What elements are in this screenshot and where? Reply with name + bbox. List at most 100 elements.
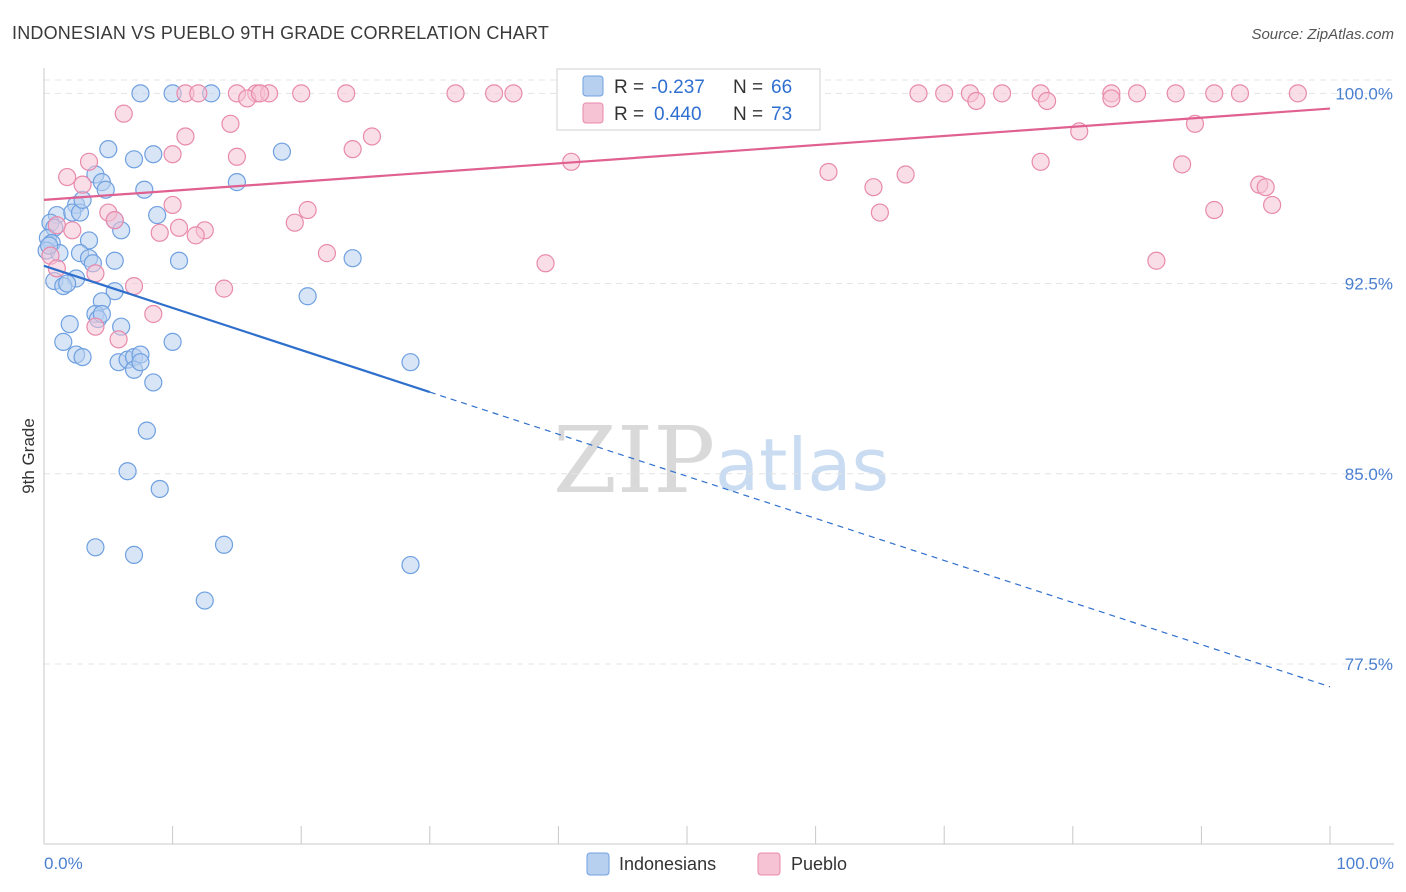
point-indonesians-6 [272,142,292,161]
chart-title: INDONESIAN VS PUEBLO 9TH GRADE CORRELATI… [12,23,549,43]
point-pueblo-29 [221,114,240,133]
point-pueblo-8 [485,84,504,103]
x-tick-label-min: 0.0% [44,854,83,873]
point-pueblo-33 [163,145,182,164]
point-pueblo-56 [47,216,66,235]
point-indonesians-60 [124,545,144,565]
point-indonesians-37 [298,287,317,306]
legend-swatch-pueblo [582,102,604,124]
point-pueblo-1 [189,84,208,103]
watermark-zip: ZIP [553,407,715,514]
point-indonesians-65 [73,190,92,209]
point-pueblo-45 [73,175,92,194]
chart-source: Source: ZipAtlas.com [1251,26,1394,43]
y-tick-label-1: 92.5% [1345,275,1393,294]
point-pueblo-69 [1147,251,1166,270]
point-pueblo-5 [292,84,311,103]
legend-n-label-pueblo: N = [733,104,763,125]
point-pueblo-32 [343,140,362,159]
legend-n-label-indonesians: N = [733,77,763,98]
point-pueblo-12 [909,84,928,103]
point-indonesians-57 [118,462,137,481]
point-pueblo-67 [124,276,144,296]
point-pueblo-65 [86,264,105,283]
point-indonesians-10 [135,180,154,199]
point-pueblo-40 [1173,155,1192,174]
bottom-legend-label-pueblo: Pueblo [791,854,847,874]
legend-r-value-indonesians: -0.237 [651,77,705,98]
point-indonesians-28 [105,251,124,270]
point-indonesians-29 [169,251,189,270]
legend-r-label-pueblo: R = [614,104,644,125]
point-indonesians-9 [96,180,115,199]
point-pueblo-53 [105,211,124,230]
x-tick-label-max: 100.0% [1336,854,1394,873]
point-pueblo-19 [1166,84,1185,103]
point-indonesians-54 [401,353,420,372]
point-indonesians-35 [58,274,77,293]
point-indonesians-11 [227,173,246,192]
bottom-legend-swatch-pueblo [757,852,781,876]
point-pueblo-47 [1256,178,1275,197]
point-pueblo-68 [144,304,163,324]
point-pueblo-18 [1127,84,1147,103]
trend-line-indonesians-extension [429,391,1331,688]
point-pueblo-42 [864,178,883,197]
point-pueblo-60 [150,223,169,242]
watermark: ZIP atlas [553,407,889,514]
point-indonesians-17 [148,205,167,225]
trend-line-indonesians [43,264,431,394]
point-pueblo-43 [896,165,915,184]
series-legend: Indonesians Pueblo [586,852,847,876]
point-indonesians-0 [131,84,150,103]
axes [43,68,1394,845]
point-pueblo-34 [227,147,246,166]
stats-legend: R = -0.237 N = 66 R = 0.440 N = 73 [556,68,821,131]
legend-n-value-indonesians: 66 [771,77,792,98]
y-tick-label-2: 85.0% [1345,465,1393,484]
point-pueblo-50 [298,200,317,220]
point-pueblo-26 [1037,91,1057,111]
point-indonesians-23 [79,231,99,250]
point-indonesians-5 [99,140,118,159]
y-axis-label: 9th Grade [19,418,38,494]
point-indonesians-53 [131,353,150,372]
point-pueblo-22 [1288,84,1307,103]
point-pueblo-7 [446,84,465,103]
point-indonesians-31 [343,249,362,268]
y-tick-label-0: 100.0% [1335,84,1393,103]
trend-lines [43,107,1331,688]
point-indonesians-55 [144,373,163,392]
legend-n-value-pueblo: 73 [771,104,792,125]
point-indonesians-62 [401,555,420,575]
point-pueblo-41 [819,162,838,182]
trend-line-pueblo [43,107,1331,201]
point-pueblo-25 [967,91,986,111]
point-pueblo-21 [1230,84,1250,103]
point-pueblo-71 [109,330,128,349]
point-pueblo-37 [79,152,99,171]
point-pueblo-9 [504,84,523,103]
y-axis-tick-labels: 100.0% 92.5% 85.0% 77.5% [1335,84,1393,674]
point-indonesians-4 [144,145,163,164]
point-pueblo-39 [1031,152,1050,171]
point-pueblo-13 [935,84,954,103]
point-pueblo-66 [214,279,234,298]
point-indonesians-3 [124,150,144,169]
point-pueblo-31 [362,127,382,146]
point-pueblo-72 [1205,200,1224,220]
point-pueblo-55 [63,221,82,240]
legend-swatch-indonesians [582,75,604,97]
point-pueblo-44 [58,167,77,187]
point-pueblo-6 [337,84,356,103]
point-pueblo-59 [186,226,205,245]
point-pueblo-61 [317,244,337,263]
point-pueblo-49 [163,195,182,215]
x-axis-ticks [43,826,1331,844]
point-pueblo-54 [285,213,304,232]
point-pueblo-27 [1102,89,1121,108]
point-indonesians-44 [54,332,73,351]
point-pueblo-63 [536,254,555,273]
point-pueblo-30 [176,127,195,146]
point-indonesians-47 [73,347,92,367]
